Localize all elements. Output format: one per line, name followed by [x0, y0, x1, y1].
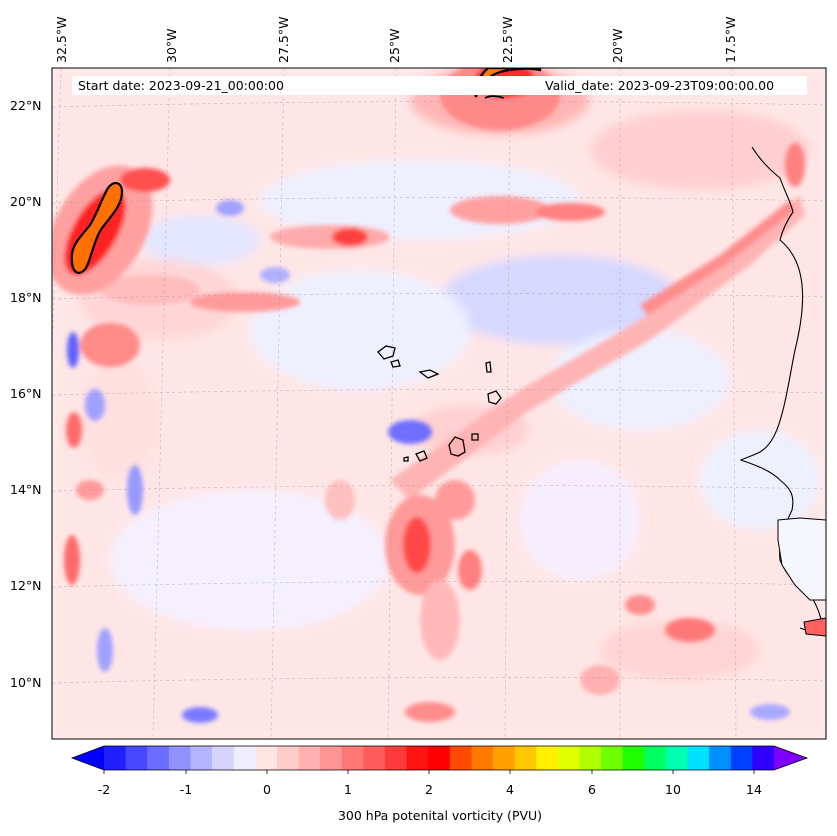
colorbar-segment [255, 746, 278, 770]
colorbar-tick: 2 [425, 782, 433, 797]
colorbar-segment [341, 746, 364, 770]
colorbar-segment [384, 746, 408, 770]
colorbar-label: 300 hPa potenital vorticity (PVU) [337, 808, 543, 823]
colorbar-tick: -1 [179, 782, 193, 797]
graticule [52, 68, 826, 739]
colorbar-segment [687, 746, 710, 770]
colorbar-segment [579, 746, 602, 770]
lon-label-32-5w: 32.5°W [54, 16, 69, 63]
colorbar-segment [212, 746, 235, 770]
colorbar-segment [276, 746, 300, 770]
lat-label-12n: 12°N [10, 578, 42, 593]
lon-label-22-5w: 22.5°W [500, 16, 515, 63]
colorbar-segment [622, 746, 645, 770]
colorbar-segment [428, 746, 451, 770]
colorbar-segment [536, 746, 559, 770]
lat-label-18n: 18°N [10, 290, 42, 305]
map-frame [51, 67, 827, 740]
colorbar-segment [125, 746, 148, 770]
lon-label-25w: 25°W [387, 28, 402, 63]
start-date: Start date: 2023-09-21_00:00:00 [78, 78, 284, 93]
colorbar-extend-min [72, 746, 104, 770]
lat-label-14n: 14°N [10, 482, 42, 497]
colorbar-segment [514, 746, 537, 770]
colorbar-segment [147, 746, 170, 770]
colorbar-tick: 4 [506, 782, 514, 797]
colorbar [70, 745, 809, 774]
colorbar-segment [493, 746, 516, 770]
colorbar-segment [709, 746, 732, 770]
colorbar-tick: 14 [746, 782, 762, 797]
colorbar-segment [298, 746, 321, 770]
lon-label-30w: 30°W [164, 28, 179, 63]
colorbar-tick: 10 [665, 782, 681, 797]
colorbar-segment [665, 746, 689, 770]
colorbar-segment [363, 746, 386, 770]
colorbar-segment [471, 746, 494, 770]
colorbar-segment [104, 746, 127, 770]
lon-label-27-5w: 27.5°W [276, 16, 291, 63]
lon-label-17-5w: 17.5°W [723, 16, 738, 63]
lat-label-22n: 22°N [10, 98, 42, 113]
colorbar-segment [190, 746, 213, 770]
colorbar-segment [449, 746, 472, 770]
lat-label-10n: 10°N [10, 675, 42, 690]
colorbar-segment [601, 746, 624, 770]
colorbar-segment [644, 746, 667, 770]
colorbar-tick: 0 [263, 782, 271, 797]
coastal-land [777, 517, 826, 601]
colorbar-segment [730, 746, 753, 770]
cape-verde-islands [377, 345, 502, 462]
colorbar-segment [168, 746, 191, 770]
lat-label-16n: 16°N [10, 386, 42, 401]
pv-field [52, 68, 826, 739]
colorbar-tick: -2 [97, 782, 111, 797]
colorbar-segment [752, 746, 775, 770]
valid-date: Valid_date: 2023-09-23T09:00:00.00 [545, 78, 775, 93]
colorbar-segment [233, 746, 256, 770]
colorbar-segment [320, 746, 343, 770]
date-banner [72, 76, 807, 95]
lon-label-20w: 20°W [610, 28, 625, 63]
colorbar-segment [406, 746, 429, 770]
colorbar-segment [557, 746, 580, 770]
lat-label-20n: 20°N [10, 194, 42, 209]
colorbar-extend-max [774, 746, 807, 770]
colorbar-tick: 6 [588, 782, 596, 797]
colorbar-tick: 1 [344, 782, 352, 797]
